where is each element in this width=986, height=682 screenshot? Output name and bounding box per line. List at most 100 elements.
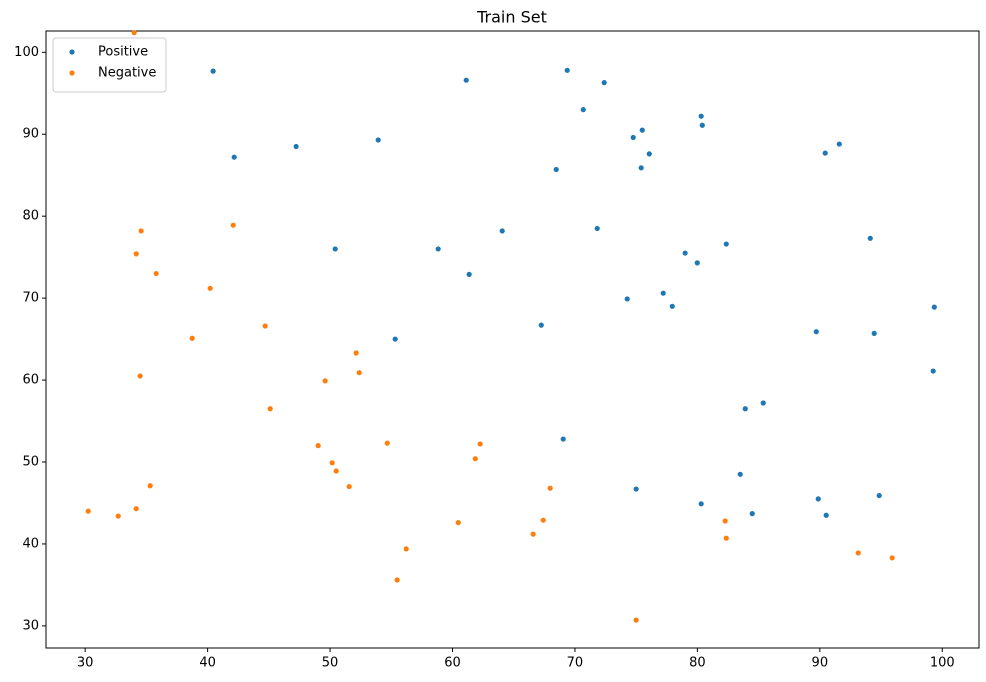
point — [329, 460, 335, 466]
point — [131, 30, 137, 36]
point — [538, 322, 544, 328]
point — [594, 225, 600, 232]
point — [315, 443, 321, 449]
point — [601, 80, 607, 86]
point — [698, 113, 704, 119]
y-tick-label: 50 — [22, 454, 39, 469]
point — [231, 154, 237, 160]
point — [137, 373, 143, 379]
x-tick-label: 80 — [689, 656, 706, 671]
point — [435, 246, 441, 252]
point — [698, 501, 704, 507]
x-tick-label: 30 — [77, 656, 94, 671]
legend-label: Positive — [98, 45, 148, 60]
point — [392, 336, 398, 342]
point — [133, 251, 139, 257]
point — [889, 555, 895, 561]
legend-box — [52, 37, 167, 93]
point — [639, 127, 645, 133]
point — [540, 517, 546, 523]
axes-frame — [45, 30, 980, 649]
point — [463, 77, 469, 83]
point — [189, 335, 195, 341]
point — [530, 531, 536, 537]
point — [499, 228, 505, 234]
point — [633, 617, 639, 623]
point — [930, 368, 936, 374]
x-tick-label: 60 — [444, 656, 461, 671]
point — [823, 512, 829, 518]
point — [133, 506, 139, 512]
point — [210, 68, 216, 74]
point — [356, 370, 362, 376]
point — [737, 471, 743, 477]
x-tick-label: 50 — [322, 656, 339, 671]
point — [85, 508, 91, 514]
point — [147, 483, 153, 489]
chart-title: Train Set — [476, 8, 547, 27]
legend-label: Negative — [98, 66, 156, 81]
point — [230, 222, 236, 228]
y-tick-label: 60 — [22, 373, 39, 388]
point — [682, 250, 688, 256]
point — [455, 520, 461, 526]
point — [646, 151, 652, 157]
point — [815, 496, 821, 502]
point — [836, 141, 842, 147]
point — [867, 235, 873, 241]
point — [466, 271, 472, 277]
legend-marker — [69, 49, 75, 55]
point — [332, 246, 338, 252]
point — [333, 468, 339, 474]
legend-marker — [69, 70, 75, 76]
point — [694, 260, 700, 266]
y-tick-label: 100 — [14, 45, 39, 60]
point — [660, 290, 666, 296]
point — [267, 406, 273, 412]
point — [630, 134, 636, 141]
point — [742, 406, 748, 412]
point — [723, 241, 729, 247]
point — [638, 165, 644, 171]
point — [871, 330, 877, 336]
point — [293, 143, 299, 150]
point — [564, 67, 570, 73]
point — [322, 378, 328, 384]
point — [699, 122, 705, 128]
point — [346, 483, 352, 490]
point — [876, 492, 882, 499]
x-tick-label: 100 — [930, 656, 955, 671]
point — [472, 456, 478, 462]
point — [547, 485, 553, 491]
y-tick-label: 40 — [22, 536, 39, 551]
point — [477, 441, 483, 447]
point — [749, 511, 755, 517]
point — [624, 296, 630, 302]
x-tick-label: 90 — [812, 656, 829, 671]
point — [760, 400, 766, 406]
point — [560, 436, 566, 442]
point — [723, 535, 729, 541]
point — [353, 350, 359, 356]
point — [138, 228, 144, 234]
point — [394, 577, 400, 583]
x-tick-label: 70 — [567, 656, 584, 671]
point — [722, 518, 728, 524]
point — [931, 304, 937, 310]
y-tick-label: 80 — [22, 209, 39, 224]
point — [669, 303, 675, 309]
point — [633, 486, 639, 492]
point — [153, 270, 159, 277]
point — [207, 285, 213, 291]
y-tick-label: 70 — [22, 291, 39, 306]
point — [375, 137, 381, 143]
y-tick-label: 30 — [22, 618, 39, 633]
x-tick-label: 40 — [199, 656, 216, 671]
point — [553, 166, 559, 173]
point — [580, 107, 586, 113]
point — [822, 150, 828, 156]
point — [384, 440, 390, 446]
point — [403, 546, 409, 552]
point — [115, 513, 121, 519]
